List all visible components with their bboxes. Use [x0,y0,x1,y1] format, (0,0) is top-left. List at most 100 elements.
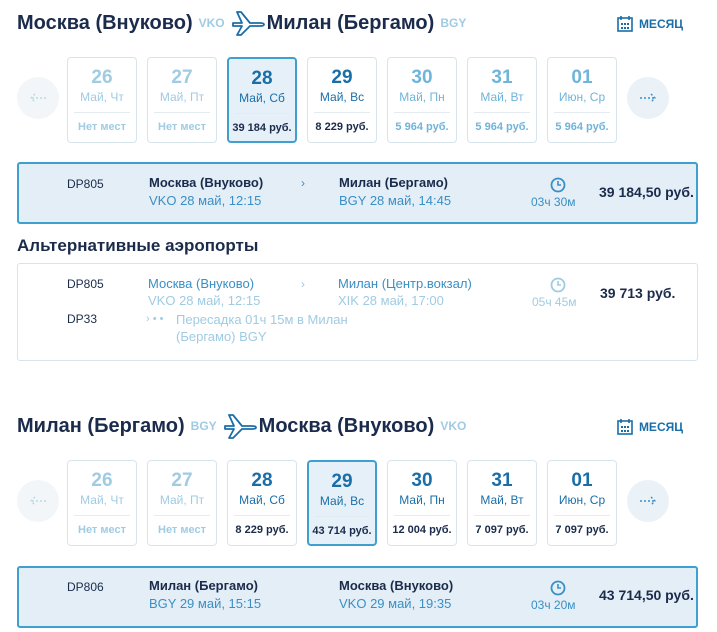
date-price: 12 004 руб. [392,524,452,536]
date-weekday: Май, Вс [319,90,365,104]
calendar-icon [617,16,633,32]
arrival-info: BGY 28 май, 14:45 [339,193,452,208]
clock-icon [550,177,566,193]
date-number: 29 [331,67,353,88]
departure-city: Милан (Бергамо) [149,578,258,593]
date-number: 30 [411,470,433,491]
alternative-flight-row[interactable]: DP805 DP33 Москва (Внуково) VKO 28 май, … [17,263,698,361]
prev-dates-button[interactable] [17,77,59,119]
date-number: 28 [251,68,273,89]
divider [554,112,610,113]
date-price: Нет мест [158,121,206,133]
outbound-month-button[interactable]: МЕСЯЦ [617,16,683,32]
date-price: Нет мест [78,524,126,536]
clock-icon [550,277,566,293]
return-from-code: BGY [190,419,217,433]
outbound-flight-row[interactable]: DP805 Москва (Внуково) VKO 28 май, 12:15… [17,162,698,224]
date-card-28[interactable]: 28 Май, Сб 8 229 руб. [227,460,297,546]
date-number: 31 [491,67,513,88]
departure-info: BGY 29 май, 15:15 [149,596,262,611]
date-weekday: Июн, Ср [558,493,606,507]
divider [314,112,370,113]
date-card-30[interactable]: 30 Май, Пн 5 964 руб. [387,57,457,143]
date-price: 5 964 руб. [475,121,529,133]
arrow-right-icon [640,93,656,103]
date-card-01[interactable]: 01 Июн, Ср 5 964 руб. [547,57,617,143]
date-card-29[interactable]: 29 Май, Вс 43 714 руб. [307,460,377,546]
date-weekday: Май, Сб [239,91,285,105]
date-weekday: Май, Пн [399,90,445,104]
arrow-right-icon [640,496,656,506]
date-card-26[interactable]: 26 Май, Чт Нет мест [67,460,137,546]
flight-duration: 03ч 30м [531,195,576,209]
departure-info: VKO 28 май, 12:15 [148,293,261,308]
divider [394,515,450,516]
date-price: 7 097 руб. [475,524,529,536]
date-weekday: Май, Вт [480,493,524,507]
date-weekday: Май, Пн [399,493,445,507]
calendar-icon [617,419,633,435]
date-weekday: Июн, Ср [558,90,606,104]
date-weekday: Май, Чт [80,90,124,104]
departure-city: Москва (Внуково) [148,276,255,291]
date-number: 29 [331,471,353,492]
plane-icon [231,11,265,36]
outbound-to-city: Милан (Бергамо) [266,11,435,34]
chevron-right-icon: › [301,176,305,190]
arrow-left-icon [30,496,46,506]
flight-number: DP805 [67,277,104,291]
return-to-code: VKO [440,419,467,433]
date-price: Нет мест [78,121,126,133]
date-number: 27 [171,470,193,491]
outbound-from-code: VKO [198,16,225,30]
date-price: Нет мест [158,524,206,536]
divider [554,515,610,516]
arrival-city: Москва (Внуково) [339,578,454,593]
date-card-31[interactable]: 31 Май, Вт 5 964 руб. [467,57,537,143]
flight-number: DP805 [67,177,104,191]
date-price: 39 184 руб. [232,122,292,134]
date-number: 31 [491,470,513,491]
date-card-01[interactable]: 01 Июн, Ср 7 097 руб. [547,460,617,546]
date-weekday: Май, Вс [319,494,365,508]
date-card-28[interactable]: 28 Май, Сб 39 184 руб. [227,57,297,143]
return-flight-row[interactable]: DP806 Милан (Бергамо) BGY 29 май, 15:15 … [17,566,698,628]
prev-dates-button[interactable] [17,480,59,522]
date-weekday: Май, Сб [239,493,285,507]
flight-price: 39 713 руб. [600,285,676,301]
flight-number: DP806 [67,580,104,594]
divider [74,112,130,113]
next-dates-button[interactable] [627,480,669,522]
divider [315,516,369,517]
flight-price: 43 714,50 руб. [599,587,694,603]
alternative-airports-title: Альтернативные аэропорты [17,236,259,255]
date-weekday: Май, Чт [80,493,124,507]
outbound-from-city: Москва (Внуково) [17,11,193,34]
month-label: МЕСЯЦ [638,17,683,31]
departure-info: VKO 28 май, 12:15 [149,193,262,208]
date-number: 01 [571,470,593,491]
date-weekday: Май, Вт [480,90,524,104]
date-price: 8 229 руб. [315,121,369,133]
date-card-26[interactable]: 26 Май, Чт Нет мест [67,57,137,143]
return-month-button[interactable]: МЕСЯЦ [617,419,683,435]
date-card-31[interactable]: 31 Май, Вт 7 097 руб. [467,460,537,546]
flight-duration: 03ч 20м [531,598,576,612]
date-number: 27 [171,67,193,88]
flight-price: 39 184,50 руб. [599,184,694,200]
clock-icon [550,580,566,596]
month-label: МЕСЯЦ [638,420,683,434]
date-price: 7 097 руб. [555,524,609,536]
date-card-27[interactable]: 27 Май, Пт Нет мест [147,57,217,143]
next-dates-button[interactable] [627,77,669,119]
date-card-30[interactable]: 30 Май, Пн 12 004 руб. [387,460,457,546]
date-number: 01 [571,67,593,88]
divider [154,112,210,113]
flight-duration: 05ч 45м [532,295,577,309]
plane-icon [223,414,257,439]
date-number: 28 [251,470,273,491]
date-card-27[interactable]: 27 Май, Пт Нет мест [147,460,217,546]
date-weekday: Май, Пт [159,90,205,104]
divider [74,515,130,516]
date-card-29[interactable]: 29 Май, Вс 8 229 руб. [307,57,377,143]
